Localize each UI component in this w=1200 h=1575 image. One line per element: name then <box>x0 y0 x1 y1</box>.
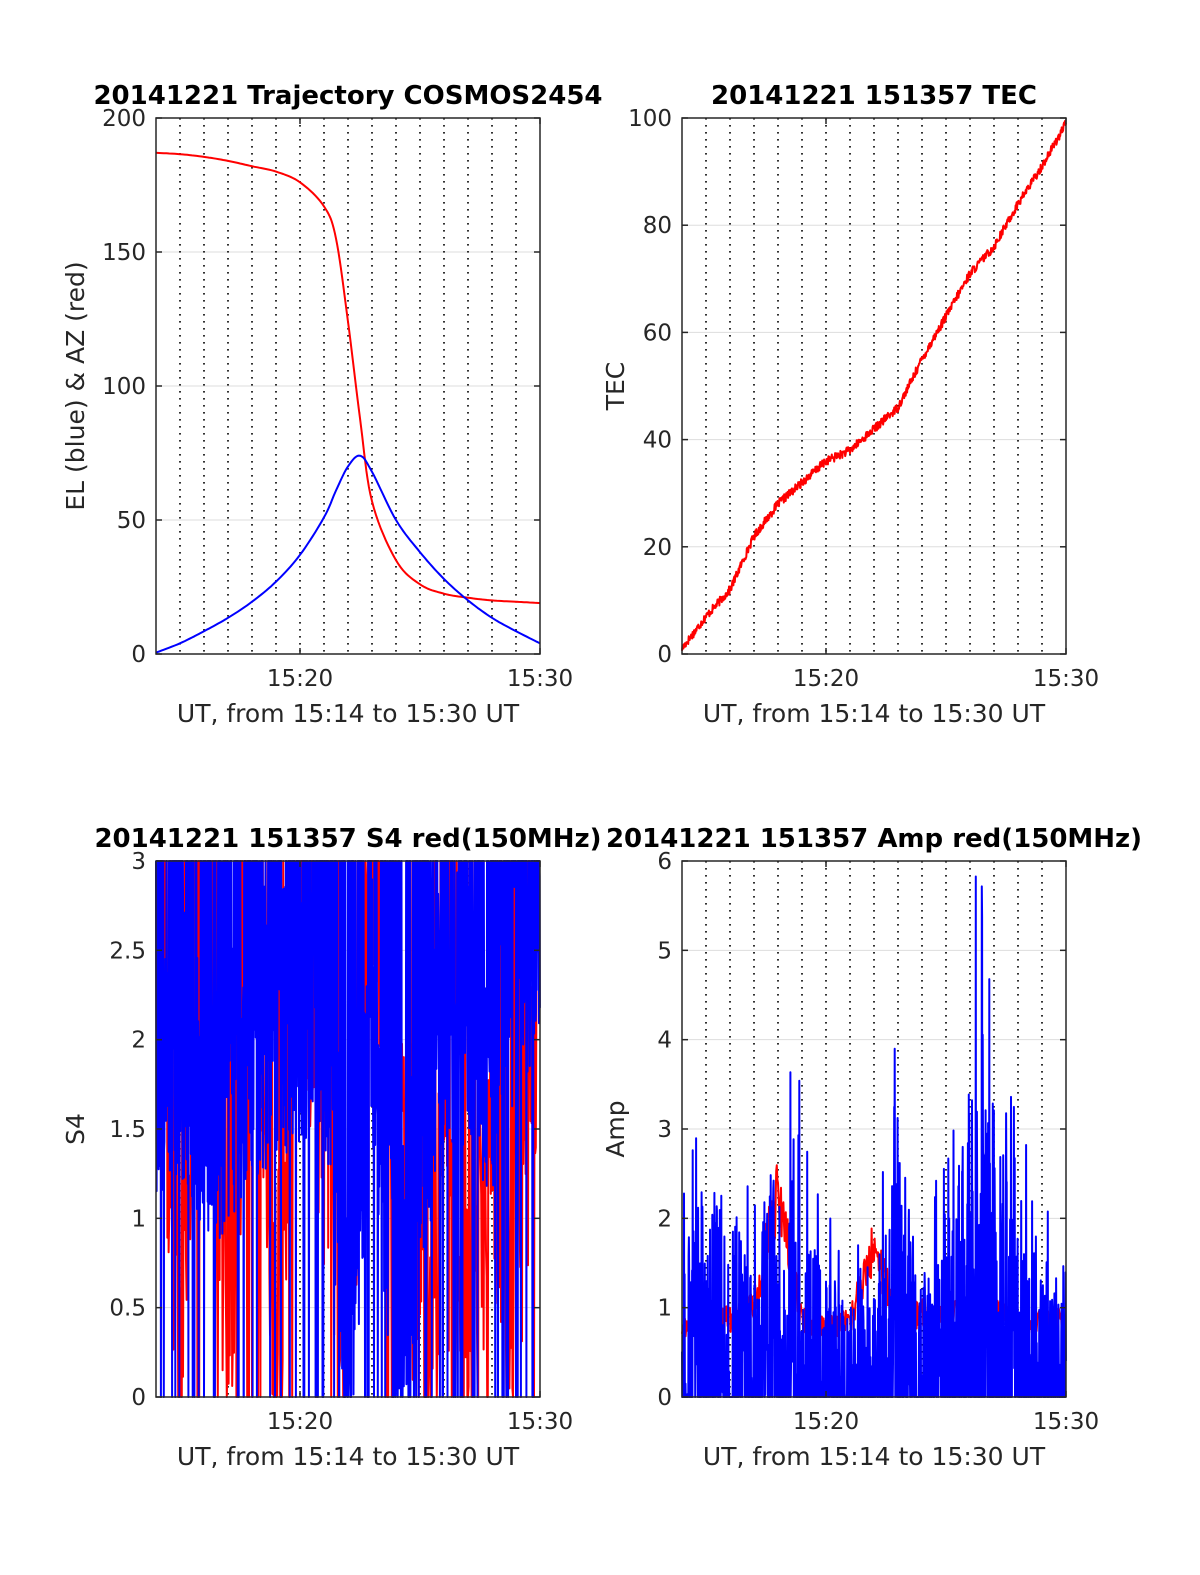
chart-panel-4: 0 1 2 3 4 5 6 15:20 15:30 20141221 151357 Amp red… <box>601 824 1142 1471</box>
x-tick-label: 15:30 <box>507 666 573 692</box>
y-tick-label: 0 <box>131 642 146 668</box>
x-tick-label: 15:20 <box>793 666 859 692</box>
plot-area <box>682 118 1066 654</box>
x-tick-label: 15:30 <box>1033 1409 1099 1435</box>
y-tick-label: 2 <box>657 1206 672 1232</box>
y-tick-label: 1 <box>131 1206 146 1232</box>
y-tick-label: 100 <box>102 374 146 400</box>
x-axis-label: UT, from 15:14 to 15:30 UT <box>703 699 1046 728</box>
x-axis-label: UT, from 15:14 to 15:30 UT <box>177 1442 520 1471</box>
y-tick-label: 1.5 <box>109 1117 146 1143</box>
x-axis-label: UT, from 15:14 to 15:30 UT <box>177 699 520 728</box>
y-tick-label: 5 <box>657 938 672 964</box>
y-tick-label: 2 <box>131 1028 146 1054</box>
y-tick-label: 60 <box>643 320 672 346</box>
x-tick-label: 15:20 <box>267 666 333 692</box>
y-tick-label: 3 <box>657 1117 672 1143</box>
series-line-1 <box>681 120 1067 651</box>
y-tick-label: 3 <box>131 849 146 875</box>
y-tick-label: 0.5 <box>109 1296 146 1322</box>
y-axis-label: S4 <box>61 1113 90 1145</box>
x-axis-label: UT, from 15:14 to 15:30 UT <box>703 1442 1046 1471</box>
x-tick-label: 15:30 <box>1033 666 1099 692</box>
series-line-2 <box>155 860 541 1398</box>
y-tick-label: 0 <box>131 1385 146 1411</box>
y-axis-label: EL (blue) & AZ (red) <box>61 261 90 510</box>
series-line-2 <box>155 454 541 654</box>
chart-panel-3: 0 0.5 1 1.5 2 2.5 3 15:20 15:30 20141221 151357 S… <box>61 824 602 1471</box>
chart-title: 20141221 151357 Amp red(150MHz) <box>606 824 1142 854</box>
y-tick-label: 150 <box>102 240 146 266</box>
chart-title: 20141221 151357 S4 red(150MHz) <box>94 824 601 854</box>
y-tick-label: 50 <box>117 508 146 534</box>
y-tick-label: 2.5 <box>109 938 146 964</box>
y-axis-label: Amp <box>601 1100 630 1157</box>
y-tick-label: 40 <box>643 428 672 454</box>
x-tick-label: 15:20 <box>793 1409 859 1435</box>
y-tick-label: 0 <box>657 642 672 668</box>
series-line-2 <box>681 875 1067 1398</box>
axes-frame <box>681 117 1067 655</box>
y-tick-label: 80 <box>643 213 672 239</box>
chart-title: 20141221 151357 TEC <box>711 81 1037 111</box>
y-tick-label: 20 <box>643 535 672 561</box>
y-tick-label: 0 <box>657 1385 672 1411</box>
chart-title: 20141221 Trajectory COSMOS2454 <box>93 81 602 111</box>
y-tick-label: 1 <box>657 1296 672 1322</box>
y-tick-label: 6 <box>657 849 672 875</box>
x-tick-label: 15:20 <box>267 1409 333 1435</box>
y-tick-label: 200 <box>102 106 146 132</box>
y-tick-label: 100 <box>628 106 672 132</box>
series-line-1 <box>155 151 541 605</box>
chart-panel-1: 0 50 100 150 200 15:20 15:30 20141221 Trajector… <box>61 81 603 728</box>
y-tick-label: 4 <box>657 1028 672 1054</box>
x-tick-label: 15:30 <box>507 1409 573 1435</box>
y-axis-label: TEC <box>601 362 630 412</box>
chart-panel-2: 0 20 40 60 80 100 15:20 15:30 20141221 151357 TE… <box>601 81 1099 728</box>
